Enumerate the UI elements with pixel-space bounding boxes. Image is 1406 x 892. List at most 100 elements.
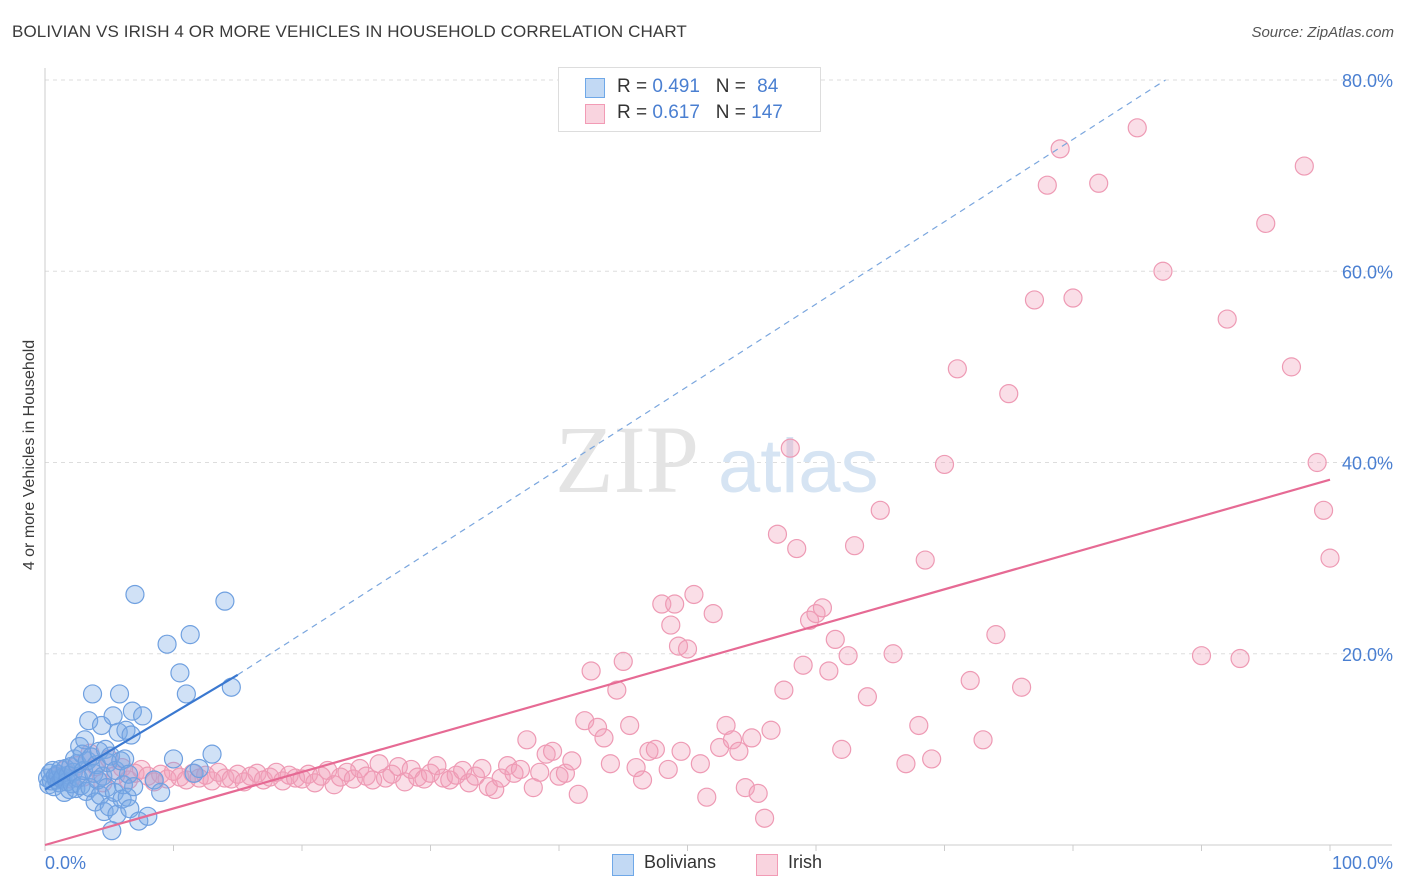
irish-point — [832, 739, 852, 759]
bolivian-point — [125, 584, 145, 605]
irish-point — [677, 639, 698, 659]
bolivian-point — [75, 730, 95, 750]
irish-point — [568, 784, 588, 804]
irish-point — [1089, 173, 1109, 193]
irish-point — [748, 783, 768, 803]
bolivian-point — [115, 749, 135, 769]
bottom-legend-swatch-irish — [756, 854, 778, 876]
irish-point — [401, 759, 421, 780]
legend: R = 0.491 N = 84 R = 0.617 N = 147 — [558, 67, 821, 132]
irish-point — [1011, 677, 1032, 697]
irish-point — [742, 728, 762, 748]
bolivian-points — [37, 584, 241, 841]
irish-point — [594, 728, 614, 748]
trend-layer — [44, 79, 1331, 847]
irish-point — [947, 359, 967, 379]
irish-point — [1307, 452, 1327, 473]
bolivian-point — [117, 787, 137, 807]
irish-point — [1050, 139, 1070, 159]
source-label: Source: ZipAtlas.com — [1251, 24, 1394, 41]
y-tick-label: 60.0% — [1342, 262, 1393, 282]
irish-point — [607, 680, 627, 700]
irish-point — [661, 615, 681, 635]
y-tick-label: 20.0% — [1342, 645, 1393, 665]
irish-point — [896, 754, 916, 774]
irish-point — [838, 646, 858, 666]
irish-point — [767, 524, 788, 544]
irish-point — [485, 779, 505, 800]
bolivian-point — [109, 684, 130, 704]
irish-point — [369, 754, 389, 774]
irish-point — [934, 454, 955, 475]
irish-point — [999, 384, 1019, 404]
irish-point — [215, 768, 235, 788]
y-tick-label: 40.0% — [1342, 454, 1393, 474]
irish-point — [395, 772, 415, 792]
irish-point — [658, 759, 678, 780]
legend-r-value: 0.491 — [652, 76, 700, 97]
irish-point — [1127, 118, 1147, 138]
irish-point — [690, 754, 710, 774]
bolivian-point — [122, 701, 142, 721]
legend-n-value: 84 — [757, 76, 779, 97]
irish-point — [793, 655, 813, 675]
irish-point — [960, 670, 980, 691]
bolivian-point — [163, 749, 184, 769]
irish-point — [780, 438, 800, 458]
bolivian-trend-line — [44, 673, 239, 791]
watermark-atlas: atlas — [718, 424, 879, 509]
irish-point — [716, 715, 736, 736]
irish-point — [825, 629, 845, 650]
irish-point — [324, 775, 344, 795]
bolivian-point — [151, 782, 171, 803]
irish-point — [973, 730, 993, 750]
irish-point — [761, 720, 781, 740]
irish-point — [498, 756, 518, 776]
legend-swatch-irish — [585, 104, 605, 124]
irish-point — [684, 584, 704, 605]
irish-point — [1313, 500, 1334, 520]
bolivian-point — [144, 770, 164, 790]
irish-point — [517, 730, 537, 750]
bolivian-point — [118, 764, 139, 784]
legend-n-label: N = — [715, 76, 746, 97]
irish-point — [665, 594, 685, 614]
bottom-legend-label-bolivians: Bolivians — [644, 852, 717, 872]
irish-points — [48, 118, 1340, 828]
irish-point — [420, 763, 441, 783]
irish-point — [510, 759, 531, 780]
y-tick-label: 80.0% — [1342, 71, 1393, 91]
irish-point — [491, 768, 511, 788]
bolivian-point — [121, 725, 141, 745]
irish-point — [472, 758, 492, 779]
irish-point — [870, 500, 890, 520]
irish-point — [754, 808, 775, 828]
irish-point — [555, 763, 576, 783]
irish-point — [703, 603, 723, 624]
irish-point — [819, 661, 839, 681]
irish-point — [562, 751, 582, 771]
irish-point — [722, 730, 743, 750]
irish-point — [857, 687, 878, 707]
x-tick-label: 0.0% — [45, 853, 86, 873]
bolivian-point — [80, 778, 100, 798]
irish-point — [774, 680, 794, 700]
irish-point — [883, 644, 903, 664]
irish-point — [1153, 261, 1173, 281]
bolivian-point — [202, 744, 222, 764]
bolivian-point — [189, 758, 209, 779]
bolivian-trend-extension — [237, 79, 1166, 676]
irish-point — [645, 739, 665, 759]
chart-title: BOLIVIAN VS IRISH 4 OR MORE VEHICLES IN … — [12, 22, 687, 41]
irish-point — [844, 536, 865, 556]
bolivian-point — [170, 663, 190, 683]
irish-point — [986, 625, 1006, 645]
bolivian-point — [176, 684, 196, 704]
bolivian-point — [103, 706, 123, 726]
irish-point — [632, 770, 653, 790]
irish-point — [542, 741, 563, 761]
irish-point — [909, 715, 929, 736]
irish-point — [671, 741, 691, 761]
axes-layer — [44, 844, 1392, 851]
